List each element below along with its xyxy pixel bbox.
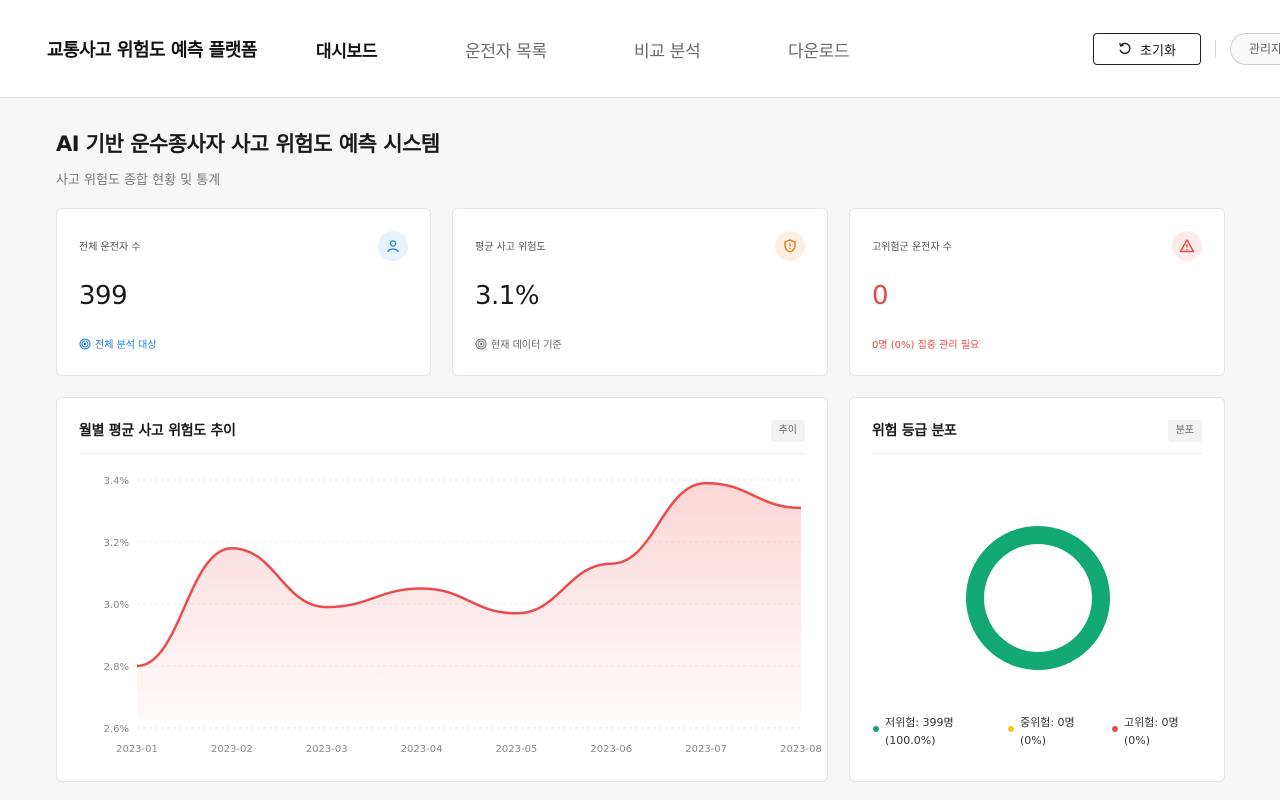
data-point[interactable] (795, 502, 807, 514)
y-tick-label: 2.6% (104, 724, 129, 735)
warning-icon (1172, 231, 1202, 261)
stat-card-average-risk: 평균 사고 위험도 3.1% 현재 데이터 기준 (452, 208, 828, 376)
trend-area (137, 483, 801, 728)
nav-download[interactable]: 다운로드 (788, 42, 850, 62)
y-tick-label: 3.4% (104, 476, 129, 487)
stat-label: 고위험군 운전자 수 (872, 242, 952, 253)
x-tick-label: 2023-08 (780, 744, 822, 755)
legend-label: 저위험: 399명 (885, 716, 954, 729)
y-tick-label: 3.0% (104, 600, 129, 611)
trend-line (136, 481, 802, 668)
stat-label: 전체 운전자 수 (79, 242, 141, 253)
x-tick-label: 2023-05 (496, 744, 538, 755)
data-point[interactable] (226, 542, 238, 554)
header-divider (1215, 40, 1216, 58)
panel-divider (79, 453, 805, 454)
x-tick-label: 2023-03 (306, 744, 348, 755)
legend-percent: (0%) (1124, 734, 1151, 747)
panel-tag[interactable]: 추이 (770, 420, 805, 442)
panel-title: 월별 평균 사고 위험도 추이 (79, 423, 236, 439)
risk-donut-chart (966, 526, 1110, 670)
page-subtitle: 사고 위험도 종합 현황 및 통계 (56, 173, 221, 188)
reset-label: 초기화 (1140, 43, 1176, 59)
brand-title[interactable]: 교통사고 위험도 예측 플랫폼 (47, 40, 258, 61)
shield-icon (775, 231, 805, 261)
stat-note-text: 0명 (0%) 집중 관리 필요 (872, 340, 980, 351)
data-point[interactable] (605, 558, 617, 570)
data-point[interactable] (321, 601, 333, 613)
target-icon (79, 338, 91, 349)
stat-value: 3.1% (475, 281, 540, 311)
y-tick-label: 3.2% (104, 538, 129, 549)
stat-note: 0명 (0%) 집중 관리 필요 (872, 336, 979, 351)
trend-panel: 월별 평균 사고 위험도 추이 추이 3.4% 3.2% 3.0% 2.8% 2.6% … (56, 397, 828, 782)
stat-card-total-drivers: 전체 운전자 수 399 전체 분석 대상 (56, 208, 431, 376)
nav-dashboard[interactable]: 대시보드 (316, 42, 378, 62)
stat-note-text: 전체 분석 대상 (95, 340, 157, 351)
x-tick-label: 2023-06 (590, 744, 632, 755)
x-tick-label: 2023-01 (116, 744, 158, 755)
legend-label: 중위험: 0명 (1020, 716, 1075, 729)
legend-percent: (100.0%) (885, 734, 936, 747)
x-tick-label: 2023-07 (685, 744, 727, 755)
legend-dot (1008, 726, 1014, 732)
reset-button[interactable]: 초기화 (1093, 33, 1201, 65)
data-point[interactable] (131, 660, 143, 672)
y-tick-label: 2.8% (104, 662, 129, 673)
legend-percent: (0%) (1020, 734, 1047, 747)
legend-high-risk: 고위험: 0명 (0%) (1112, 714, 1179, 750)
legend-dot (873, 726, 879, 732)
page-title: AI 기반 운수종사자 사고 위험도 예측 시스템 (56, 132, 440, 156)
x-tick-label: 2023-04 (401, 744, 443, 755)
x-tick-label: 2023-02 (211, 744, 253, 755)
stat-card-high-risk: 고위험군 운전자 수 0 0명 (0%) 집중 관리 필요 (849, 208, 1225, 376)
panel-divider (872, 453, 1202, 454)
target-icon (475, 338, 487, 349)
legend-low-risk: 저위험: 399명 (100.0%) (873, 714, 954, 750)
trend-line-chart: 3.4% 3.2% 3.0% 2.8% 2.6% 2023-01 2023-02 2023-… (104, 476, 822, 755)
legend-mid-risk: 중위험: 0명 (0%) (1008, 714, 1075, 750)
data-point[interactable] (416, 583, 428, 595)
admin-button[interactable]: 관리자 (1230, 33, 1280, 65)
user-icon (378, 231, 408, 261)
stat-note: 현재 데이터 기준 (475, 336, 562, 351)
nav-driver-list[interactable]: 운전자 목록 (465, 42, 547, 62)
stat-value: 399 (79, 281, 128, 311)
refresh-icon (1119, 42, 1131, 55)
legend-dot (1112, 726, 1118, 732)
nav-comparison[interactable]: 비교 분석 (634, 42, 701, 62)
distribution-panel: 위험 등급 분포 분포 저위험: 399명 (100.0%) 중위험: 0명 (… (849, 397, 1225, 782)
data-point[interactable] (510, 607, 522, 619)
panel-tag[interactable]: 분포 (1167, 420, 1202, 442)
data-point[interactable] (700, 477, 712, 489)
top-navigation-bar: 교통사고 위험도 예측 플랫폼 대시보드 운전자 목록 비교 분석 다운로드 초… (0, 0, 1280, 98)
stat-value: 0 (872, 281, 889, 311)
stat-note: 전체 분석 대상 (79, 336, 157, 351)
stat-label: 평균 사고 위험도 (475, 242, 546, 253)
legend-label: 고위험: 0명 (1124, 716, 1179, 729)
stat-note-text: 현재 데이터 기준 (491, 340, 562, 351)
donut-slice-0[interactable] (966, 526, 1110, 670)
panel-title: 위험 등급 분포 (872, 423, 957, 439)
